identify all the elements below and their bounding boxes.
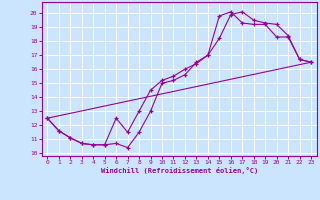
X-axis label: Windchill (Refroidissement éolien,°C): Windchill (Refroidissement éolien,°C) [100, 167, 258, 174]
